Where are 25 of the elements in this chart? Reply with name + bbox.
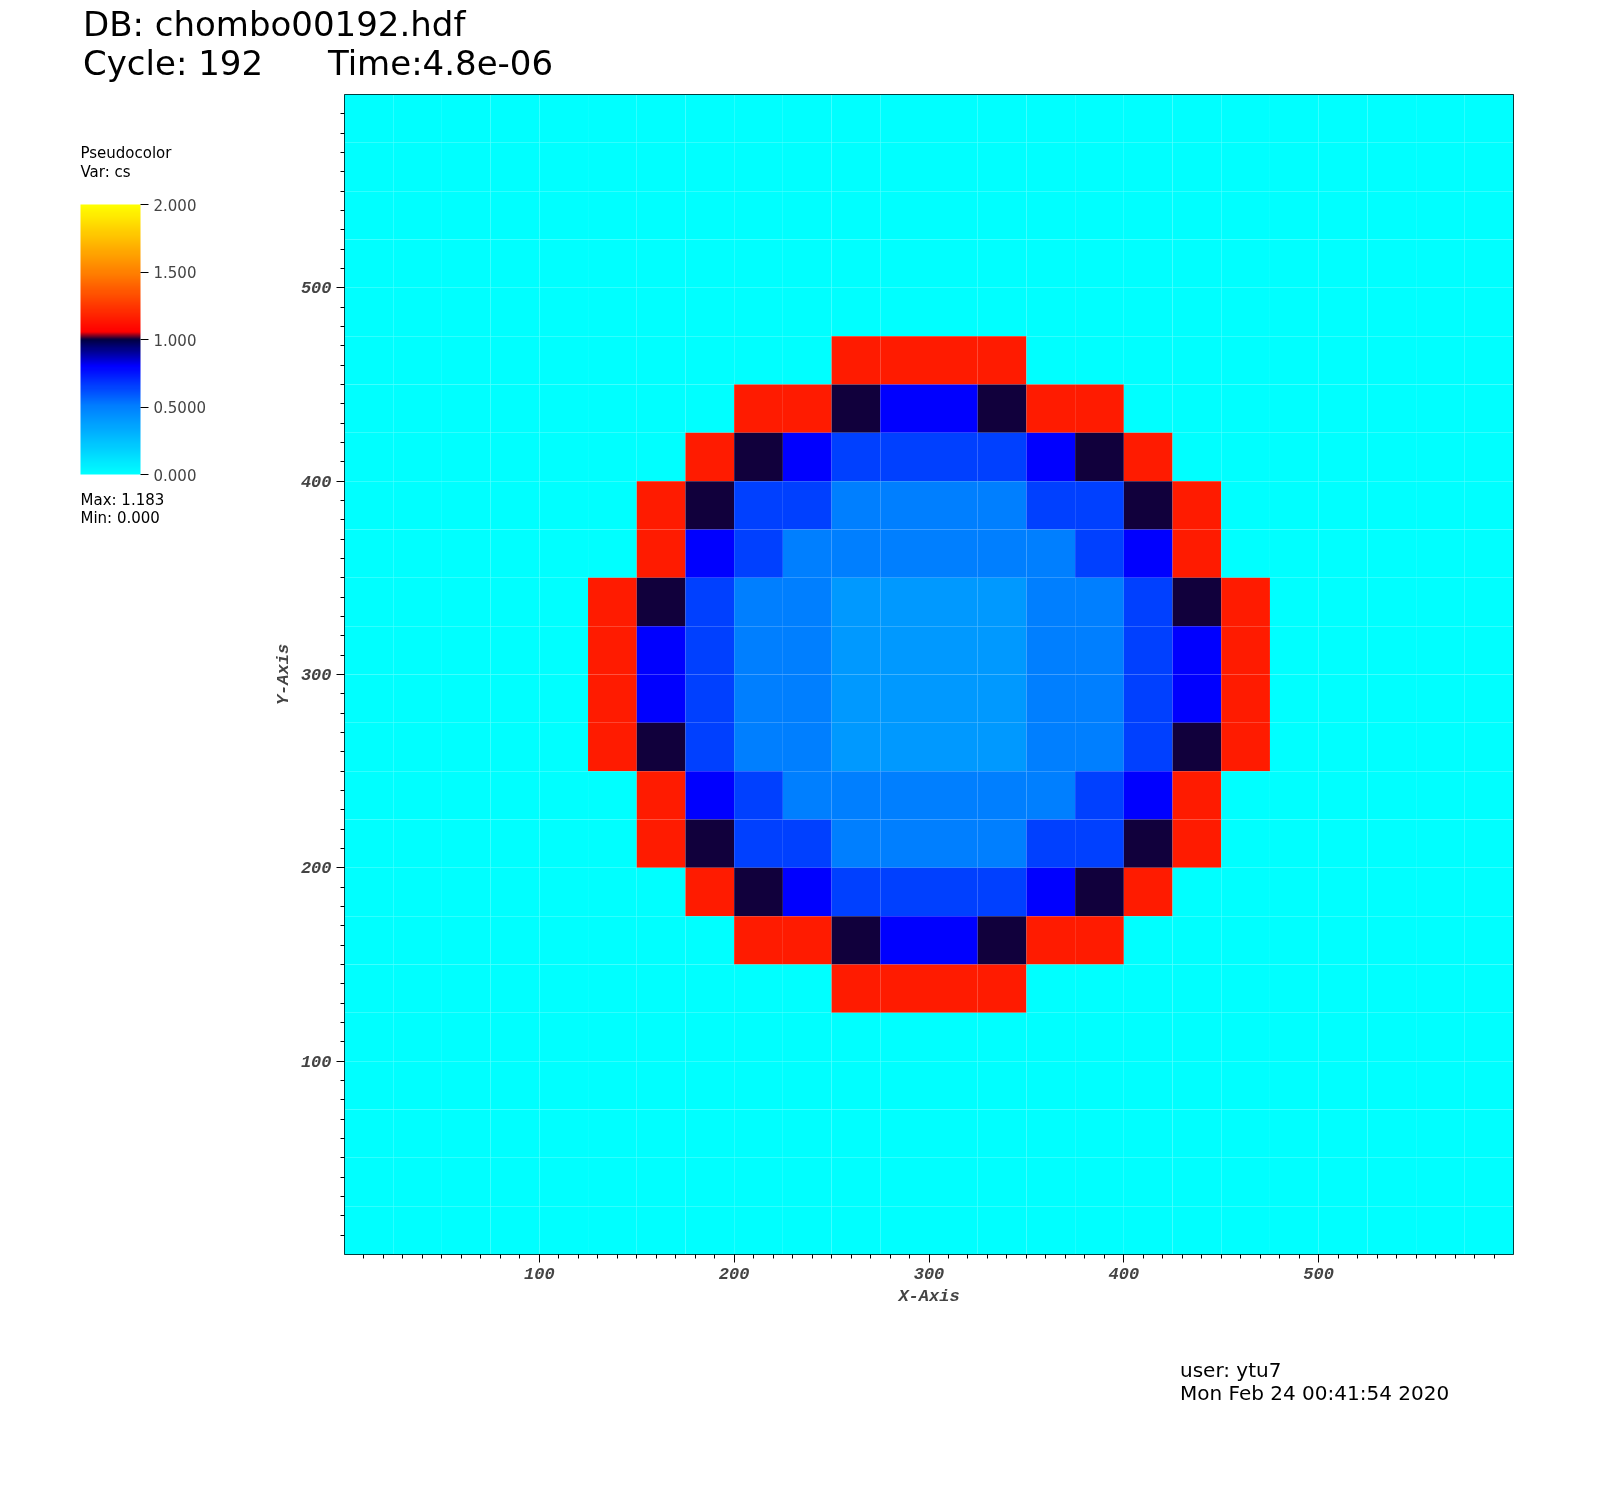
y-tick-label: 400: [300, 472, 332, 492]
y-tick-label: 100: [300, 1052, 332, 1072]
x-tick-label: 200: [718, 1264, 750, 1284]
y-tick-label: 500: [300, 279, 332, 299]
text: Mon Feb 24 00:41:54 2020: [1180, 1381, 1450, 1405]
chart-title: DB: chombo00192.hdf: [83, 4, 466, 44]
y-axis-title: Y-Axis: [273, 643, 293, 706]
x-tick-label: 300: [913, 1264, 945, 1284]
color-bar-label: 1.000: [153, 331, 197, 350]
x-axis-title: X-Axis: [897, 1286, 960, 1306]
x-tick-label: 500: [1303, 1264, 1334, 1284]
legend-title: Pseudocolor: [80, 144, 173, 163]
y-tick-label: 300: [300, 666, 332, 685]
color-bar-label: 0.5000: [153, 399, 206, 417]
text: Min: 0.000: [80, 508, 160, 527]
text: Max: 1.183: [80, 490, 165, 509]
y-tick-label: 200: [300, 859, 332, 879]
color-bar-title: Var: cs: [80, 162, 131, 181]
text: user: ytu7: [1180, 1358, 1282, 1382]
chart-subtitle: Cycle: 192 Time:4.8e-06: [83, 43, 554, 84]
color-bar-label: 0.000: [153, 466, 197, 485]
color-bar-label: 1.500: [153, 264, 197, 282]
x-tick-label: 400: [1108, 1264, 1140, 1284]
color-bar-label: 2.000: [153, 196, 197, 215]
x-tick-label: 100: [524, 1264, 555, 1284]
